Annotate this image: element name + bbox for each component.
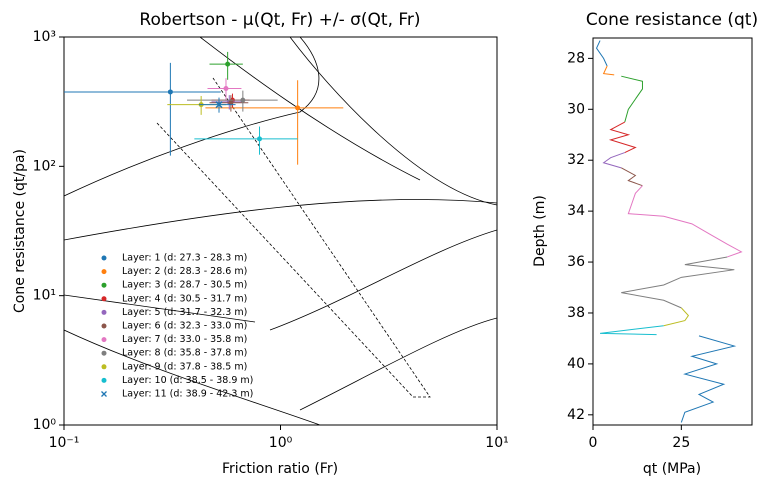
point [295, 105, 301, 111]
y-tick-label: 30 [567, 101, 585, 117]
point [257, 136, 263, 142]
legend-marker [101, 337, 107, 343]
profile-line [602, 152, 625, 169]
y-axis-label: Cone resistance (qt/pa) [12, 149, 28, 313]
legend-label: Layer: 4 (d: 30.5 - 31.7 m) [122, 293, 247, 304]
y-tick-label: 10¹ [33, 288, 56, 304]
legend-label: Layer: 10 (d: 38.5 - 38.9 m) [122, 375, 253, 386]
profile-line [595, 40, 608, 67]
x-tick-label: 10⁻¹ [49, 435, 80, 451]
legend-label: Layer: 11 (d: 38.9 - 42.3 m) [122, 389, 253, 400]
y-axis-label: Depth (m) [532, 195, 548, 267]
point [215, 101, 223, 109]
x-axis-label: qt (MPa) [643, 461, 701, 477]
y-tick-label: 32 [567, 152, 585, 168]
point [225, 61, 231, 67]
legend-label: Layer: 3 (d: 28.7 - 30.5 m) [122, 280, 247, 291]
profile-line [680, 335, 737, 423]
legend-label: Layer: 1 (d: 27.3 - 28.3 m) [122, 253, 247, 264]
legend-label: Layer: 7 (d: 33.0 - 35.8 m) [122, 334, 247, 345]
profile-line [608, 121, 637, 154]
point [167, 89, 173, 95]
profile-line [600, 325, 664, 336]
y-tick-label: 10² [33, 158, 56, 174]
legend-label: Layer: 5 (d: 31.7 - 32.3 m) [122, 307, 247, 318]
plot-area [64, 51, 344, 165]
profile-line [627, 185, 743, 258]
y-tick-label: 10³ [33, 29, 56, 45]
y-tick-label: 34 [567, 203, 585, 219]
point [228, 100, 234, 106]
profile-line [621, 167, 643, 187]
y-tick-label: 10⁰ [33, 417, 57, 433]
legend-marker [101, 364, 107, 370]
y-tick-label: 42 [567, 407, 585, 423]
legend-label: Layer: 6 (d: 32.3 - 33.0 m) [122, 321, 247, 332]
x-tick-label: 10⁰ [269, 435, 293, 451]
plot-area [595, 40, 743, 423]
legend-marker [101, 296, 107, 302]
plot-frame [592, 37, 753, 426]
x-tick-label: 0 [589, 435, 598, 451]
x-tick-label: 10¹ [485, 435, 508, 451]
point [240, 97, 246, 103]
y-tick-label: 38 [567, 305, 585, 321]
y-tick-label: 36 [567, 254, 585, 270]
legend-marker [101, 255, 107, 261]
profile-line [663, 307, 690, 327]
legend-marker [101, 269, 107, 275]
profile-line [602, 65, 615, 76]
y-tick-label: 40 [567, 356, 585, 372]
profile-line [621, 75, 643, 123]
legend-marker [101, 377, 107, 383]
y-tick-label: 28 [567, 50, 585, 66]
legend-marker [101, 309, 107, 315]
legend-marker [101, 350, 107, 356]
chart-title: Robertson - μ(Qt, Fr) +/- σ(Qt, Fr) [139, 10, 420, 30]
legend-marker [101, 391, 107, 397]
x-tick-label: 25 [672, 435, 690, 451]
legend-marker [101, 282, 107, 288]
point [223, 85, 229, 91]
chart-title: Cone resistance (qt) [586, 10, 758, 30]
legend-marker [101, 323, 107, 329]
legend-label: Layer: 2 (d: 28.3 - 28.6 m) [122, 266, 247, 277]
x-axis-label: Friction ratio (Fr) [222, 461, 338, 477]
profile-line [621, 256, 735, 309]
legend-label: Layer: 8 (d: 35.8 - 37.8 m) [122, 348, 247, 359]
zone-boundaries [64, 37, 497, 425]
legend-label: Layer: 9 (d: 37.8 - 38.5 m) [122, 361, 247, 372]
